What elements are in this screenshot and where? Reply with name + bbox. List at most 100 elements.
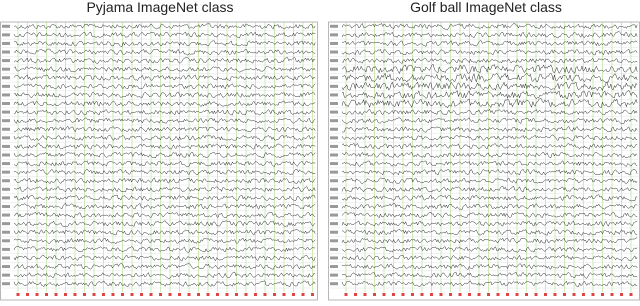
eeg-trace [13,194,316,202]
channel-label [2,76,10,80]
event-marker [254,293,257,296]
channel-label [330,204,338,208]
event-marker [206,293,210,296]
eeg-trace [13,109,316,116]
channel-label [330,153,338,157]
channel-label [2,153,10,157]
eeg-trace [13,228,316,236]
event-marker [16,293,20,296]
event-marker [111,293,115,296]
channel-label [2,67,10,71]
eeg-trace [341,246,638,253]
event-marker [149,293,153,296]
channel-label [2,136,10,140]
eeg-trace [13,160,316,167]
event-marker [301,293,305,296]
eeg-trace [341,160,638,167]
eeg-trace [341,151,638,159]
event-marker [439,293,443,296]
event-marker [197,293,200,296]
eeg-trace [341,271,638,279]
channel-label [330,273,338,277]
panel-title: Golf ball ImageNet class [410,0,562,15]
channel-label [330,41,338,45]
eeg-trace [13,203,316,210]
eeg-trace [341,23,638,30]
event-marker [178,293,181,296]
eeg-trace [13,263,316,270]
eeg-trace [13,65,316,73]
eeg-trace [341,108,638,116]
eeg-panel [0,21,318,301]
eeg-trace [13,220,316,227]
channel-label [2,93,10,97]
channel-label [330,93,338,97]
event-marker [273,293,276,296]
channel-label [330,230,338,234]
eeg-trace [13,117,316,124]
eeg-trace [13,271,316,279]
channel-label [330,59,338,63]
channel-label [2,24,10,28]
eeg-trace [341,211,638,219]
event-marker [525,293,528,296]
event-marker [26,293,29,296]
event-marker [506,293,509,296]
eeg-trace [13,126,316,133]
eeg-trace [13,23,316,30]
eeg-trace [13,211,316,219]
event-marker [83,293,86,296]
event-marker [458,293,462,296]
event-marker [563,293,566,296]
eeg-trace [13,40,316,47]
channel-label [330,33,338,37]
event-marker [601,293,604,296]
eeg-trace [341,98,638,109]
event-marker [496,293,500,296]
channel-label [330,170,338,174]
channel-label [330,239,338,243]
event-marker [468,293,471,296]
event-marker [282,293,286,296]
eeg-trace [13,91,316,98]
event-marker [225,293,229,296]
event-marker [591,293,595,296]
event-marker [411,293,414,296]
channel-label [330,67,338,71]
channel-label [2,179,10,183]
channel-label [2,33,10,37]
channel-label [2,110,10,114]
channel-label [2,230,10,234]
channel-label [2,282,10,286]
channel-label [330,136,338,140]
event-marker [35,293,39,296]
channel-label [330,102,338,106]
event-marker [373,293,376,296]
eeg-trace [341,126,638,133]
event-marker [102,293,105,296]
channel-label [2,59,10,63]
channel-label [2,204,10,208]
eeg-trace [13,31,316,39]
event-marker [420,293,424,296]
channel-label [330,282,338,286]
event-marker [187,293,191,296]
event-marker [382,293,386,296]
eeg-trace [342,177,638,184]
event-marker [477,293,481,296]
event-marker [344,293,348,296]
channel-label [2,239,10,243]
channel-label [330,110,338,114]
channel-label [2,222,10,226]
eeg-trace [13,246,316,253]
panel-title: Pyjama ImageNet class [86,0,233,15]
eeg-trace [341,220,638,227]
channel-label [2,170,10,174]
channel-label [2,84,10,88]
event-marker [629,293,633,296]
event-marker [487,293,490,296]
eeg-trace [13,100,316,107]
eeg-trace [341,280,638,288]
eeg-trace [13,280,316,287]
